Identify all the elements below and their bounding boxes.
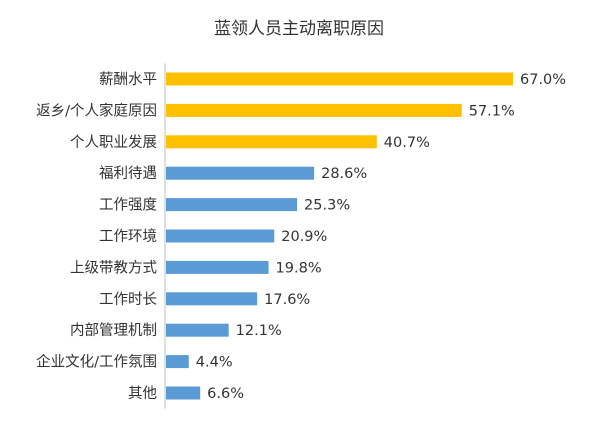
- bar-row: 企业文化/工作氛围 4.4%: [36, 353, 233, 371]
- bar: [166, 260, 269, 274]
- category-label: 福利待遇: [99, 165, 157, 182]
- bars: 薪酬水平 67.0% 返乡/个人家庭原因 57.1% 个人职业发展 40.7% 福利待遇 28…: [36, 71, 566, 402]
- bar-row: 其他 6.6%: [128, 385, 244, 402]
- category-label: 工作时长: [99, 291, 157, 308]
- value-label: 57.1%: [469, 103, 515, 119]
- bar: [166, 386, 201, 400]
- bar: [166, 135, 377, 149]
- bar-row: 工作时长 17.6%: [99, 291, 310, 308]
- value-label: 40.7%: [384, 135, 430, 151]
- value-label: 6.6%: [207, 386, 244, 402]
- bar-row: 工作强度 25.3%: [99, 197, 350, 214]
- category-label: 工作环境: [99, 227, 157, 245]
- category-label: 其他: [128, 385, 157, 402]
- value-label: 19.8%: [276, 260, 322, 276]
- category-label: 上级带教方式: [70, 259, 157, 276]
- bar-row: 工作环境 20.9%: [99, 227, 327, 245]
- bar: [166, 292, 258, 306]
- bar-row: 个人职业发展 40.7%: [70, 134, 430, 151]
- category-label: 企业文化/工作氛围: [36, 353, 157, 371]
- bar: [166, 355, 189, 369]
- bar-row: 内部管理机制 12.1%: [70, 322, 282, 339]
- value-label: 4.4%: [196, 355, 233, 371]
- bar: [166, 198, 298, 212]
- bar-row: 上级带教方式 19.8%: [70, 259, 322, 276]
- bar-row: 返乡/个人家庭原因 57.1%: [36, 102, 515, 119]
- category-label: 个人职业发展: [70, 134, 157, 151]
- value-label: 12.1%: [236, 323, 282, 339]
- bar: [166, 323, 229, 337]
- category-label: 薪酬水平: [99, 71, 157, 88]
- value-label: 17.6%: [264, 292, 310, 308]
- bar: [166, 166, 315, 180]
- bar: [166, 229, 275, 243]
- bar: [166, 72, 513, 86]
- category-label: 返乡/个人家庭原因: [36, 102, 157, 119]
- value-label: 25.3%: [304, 198, 350, 214]
- bar-row: 福利待遇 28.6%: [99, 165, 367, 182]
- category-label: 工作强度: [99, 197, 157, 214]
- bar: [166, 103, 462, 117]
- value-label: 20.9%: [281, 229, 327, 245]
- value-label: 28.6%: [321, 166, 367, 182]
- chart-title: 蓝领人员主动离职原因: [214, 19, 384, 39]
- bar-row: 薪酬水平 67.0%: [99, 71, 566, 88]
- category-label: 内部管理机制: [70, 322, 157, 339]
- value-label: 67.0%: [520, 72, 566, 88]
